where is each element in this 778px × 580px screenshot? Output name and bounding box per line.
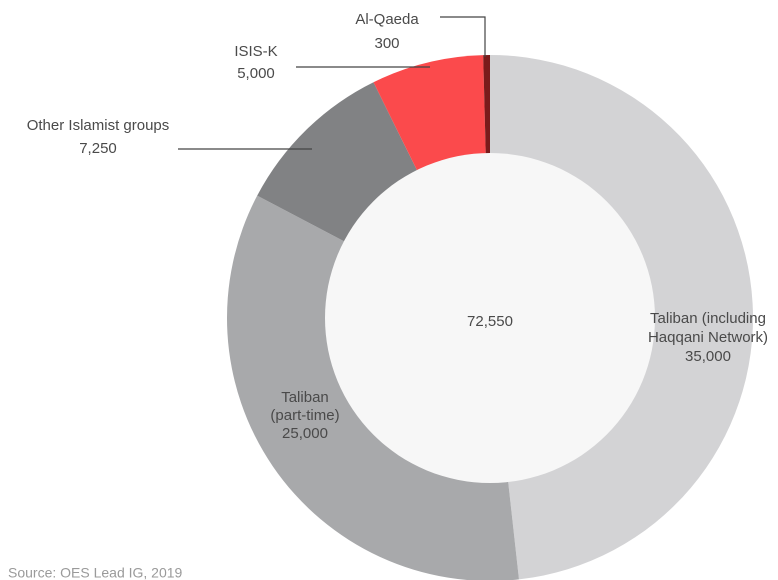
slice-label: Other Islamist groups (27, 117, 170, 134)
total-label: 72,550 (467, 313, 513, 330)
slice-label: Haqqani Network) (648, 329, 768, 346)
slice-label: ISIS-K (234, 43, 277, 60)
value-label: 5,000 (237, 65, 275, 82)
source: Source: OES Lead IG, 2019 (8, 565, 183, 580)
slice-label: (part-time) (270, 407, 339, 424)
value-label: 7,250 (79, 140, 117, 157)
value-label: 35,000 (685, 348, 731, 365)
donut-hole (325, 153, 655, 483)
value-label: 25,000 (282, 425, 328, 442)
value-label: 300 (374, 35, 399, 52)
slice-label: Taliban (including (650, 310, 766, 327)
leader-line (440, 16, 486, 57)
slice-label: Taliban (281, 389, 329, 406)
slice-label: Al-Qaeda (355, 11, 419, 28)
